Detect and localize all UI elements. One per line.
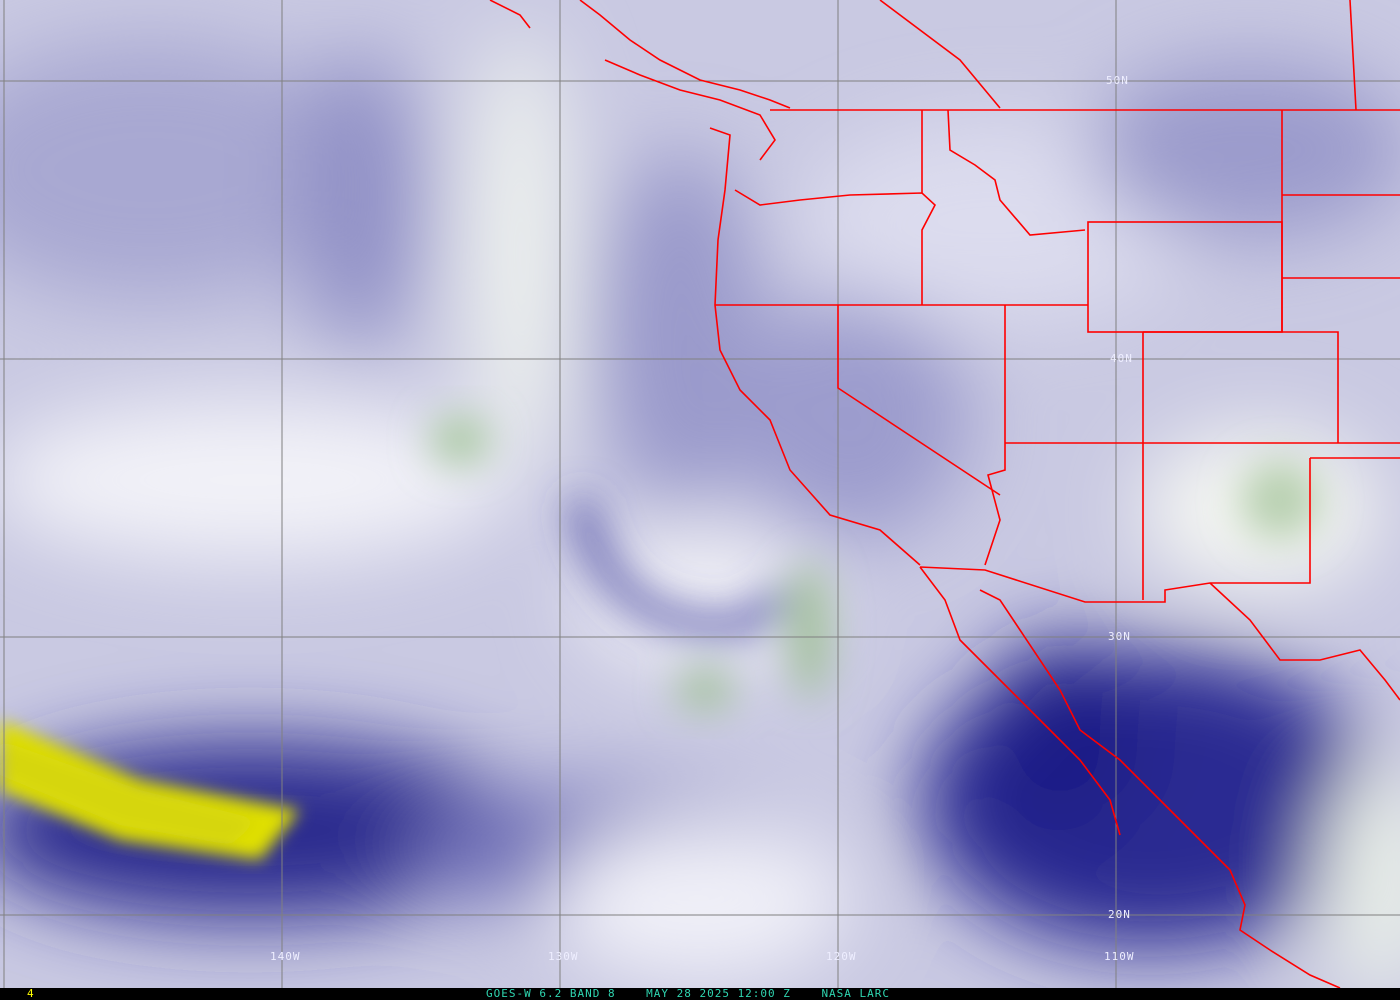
lon-label-110w: 110W — [1104, 950, 1135, 963]
political-borders — [489, 0, 1400, 988]
product-name: GOES-W 6.2 BAND 8 — [486, 987, 616, 1000]
lat-label-30n: 30N — [1108, 630, 1131, 643]
lon-label-120w: 120W — [826, 950, 857, 963]
source: NASA LARC — [821, 987, 891, 1000]
lat-label-20n: 20N — [1108, 908, 1131, 921]
lon-label-140w: 140W — [270, 950, 301, 963]
lat-label-50n: 50N — [1106, 74, 1129, 87]
caption-text: GOES-W 6.2 BAND 8 MAY 28 2025 12:00 Z NA… — [486, 987, 890, 1000]
timestamp: MAY 28 2025 12:00 Z — [646, 987, 791, 1000]
caption-bar: 4 GOES-W 6.2 BAND 8 MAY 28 2025 12:00 Z … — [0, 987, 1400, 1000]
lon-label-130w: 130W — [548, 950, 579, 963]
frame-number: 4 — [27, 987, 34, 1000]
lat-label-40n: 40N — [1110, 352, 1133, 365]
